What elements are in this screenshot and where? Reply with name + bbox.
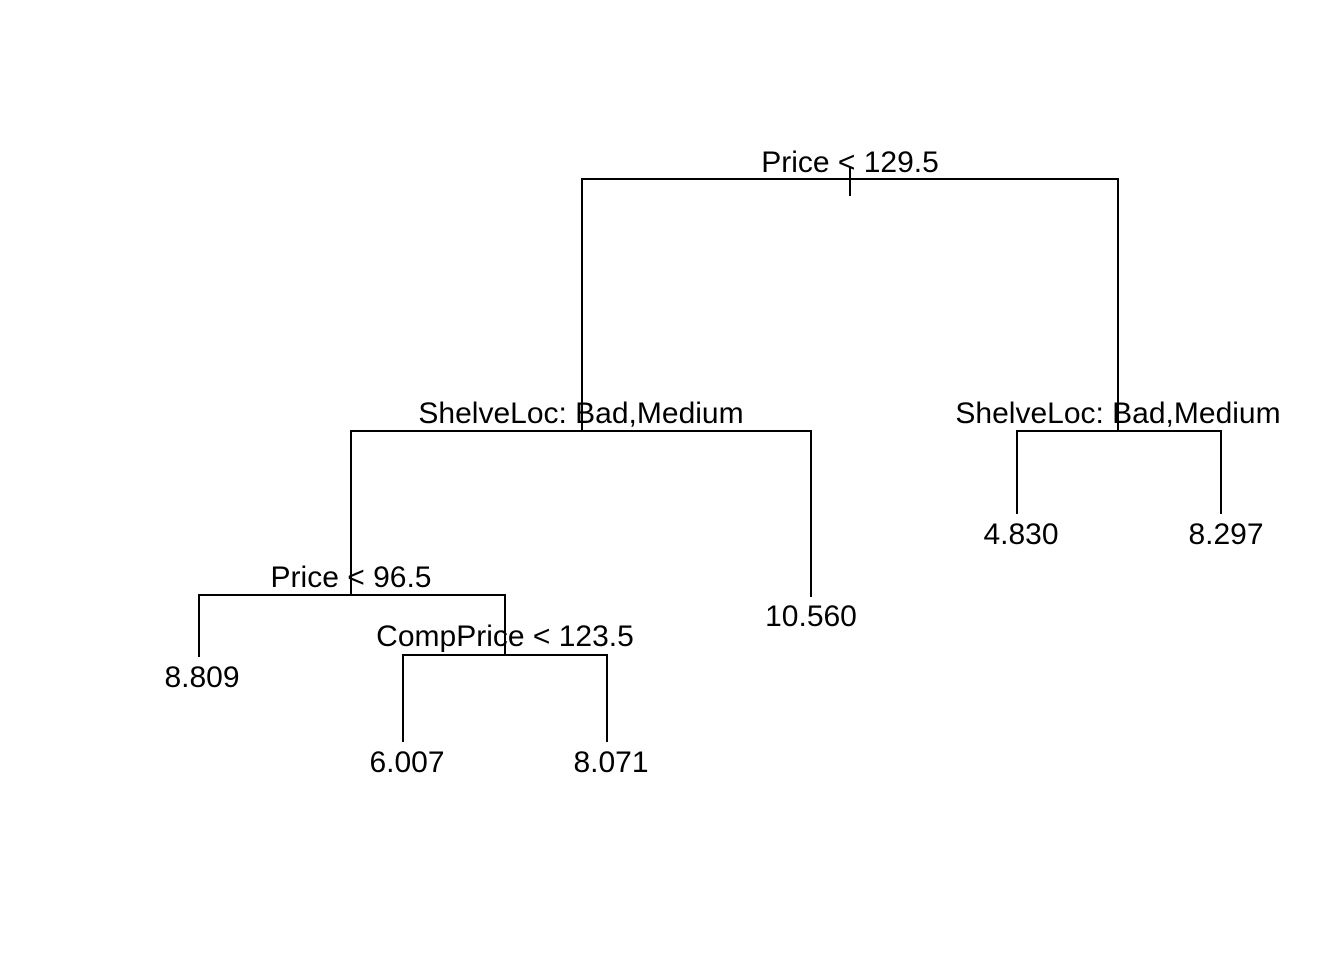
leaf-value: 8.809 [164,661,239,694]
leaf-value: 8.071 [573,746,648,779]
split-label-root: Price < 129.5 [761,146,939,179]
edge-left-split [350,430,812,597]
leaf-value: 4.830 [983,518,1058,551]
split-label-compprice: CompPrice < 123.5 [376,620,634,653]
edge-right-split [1016,430,1222,514]
split-label-price-96: Price < 96.5 [271,561,432,594]
split-label-right-shelveloc: ShelveLoc: Bad,Medium [955,397,1280,430]
leaf-value: 6.007 [369,746,444,779]
split-label-left-shelveloc: ShelveLoc: Bad,Medium [418,397,743,430]
edge-compprice-split [402,654,608,742]
leaf-value: 10.560 [765,600,857,633]
edge-price-96-split [198,594,506,657]
leaf-value: 8.297 [1188,518,1263,551]
edge-root-split [581,178,1119,432]
